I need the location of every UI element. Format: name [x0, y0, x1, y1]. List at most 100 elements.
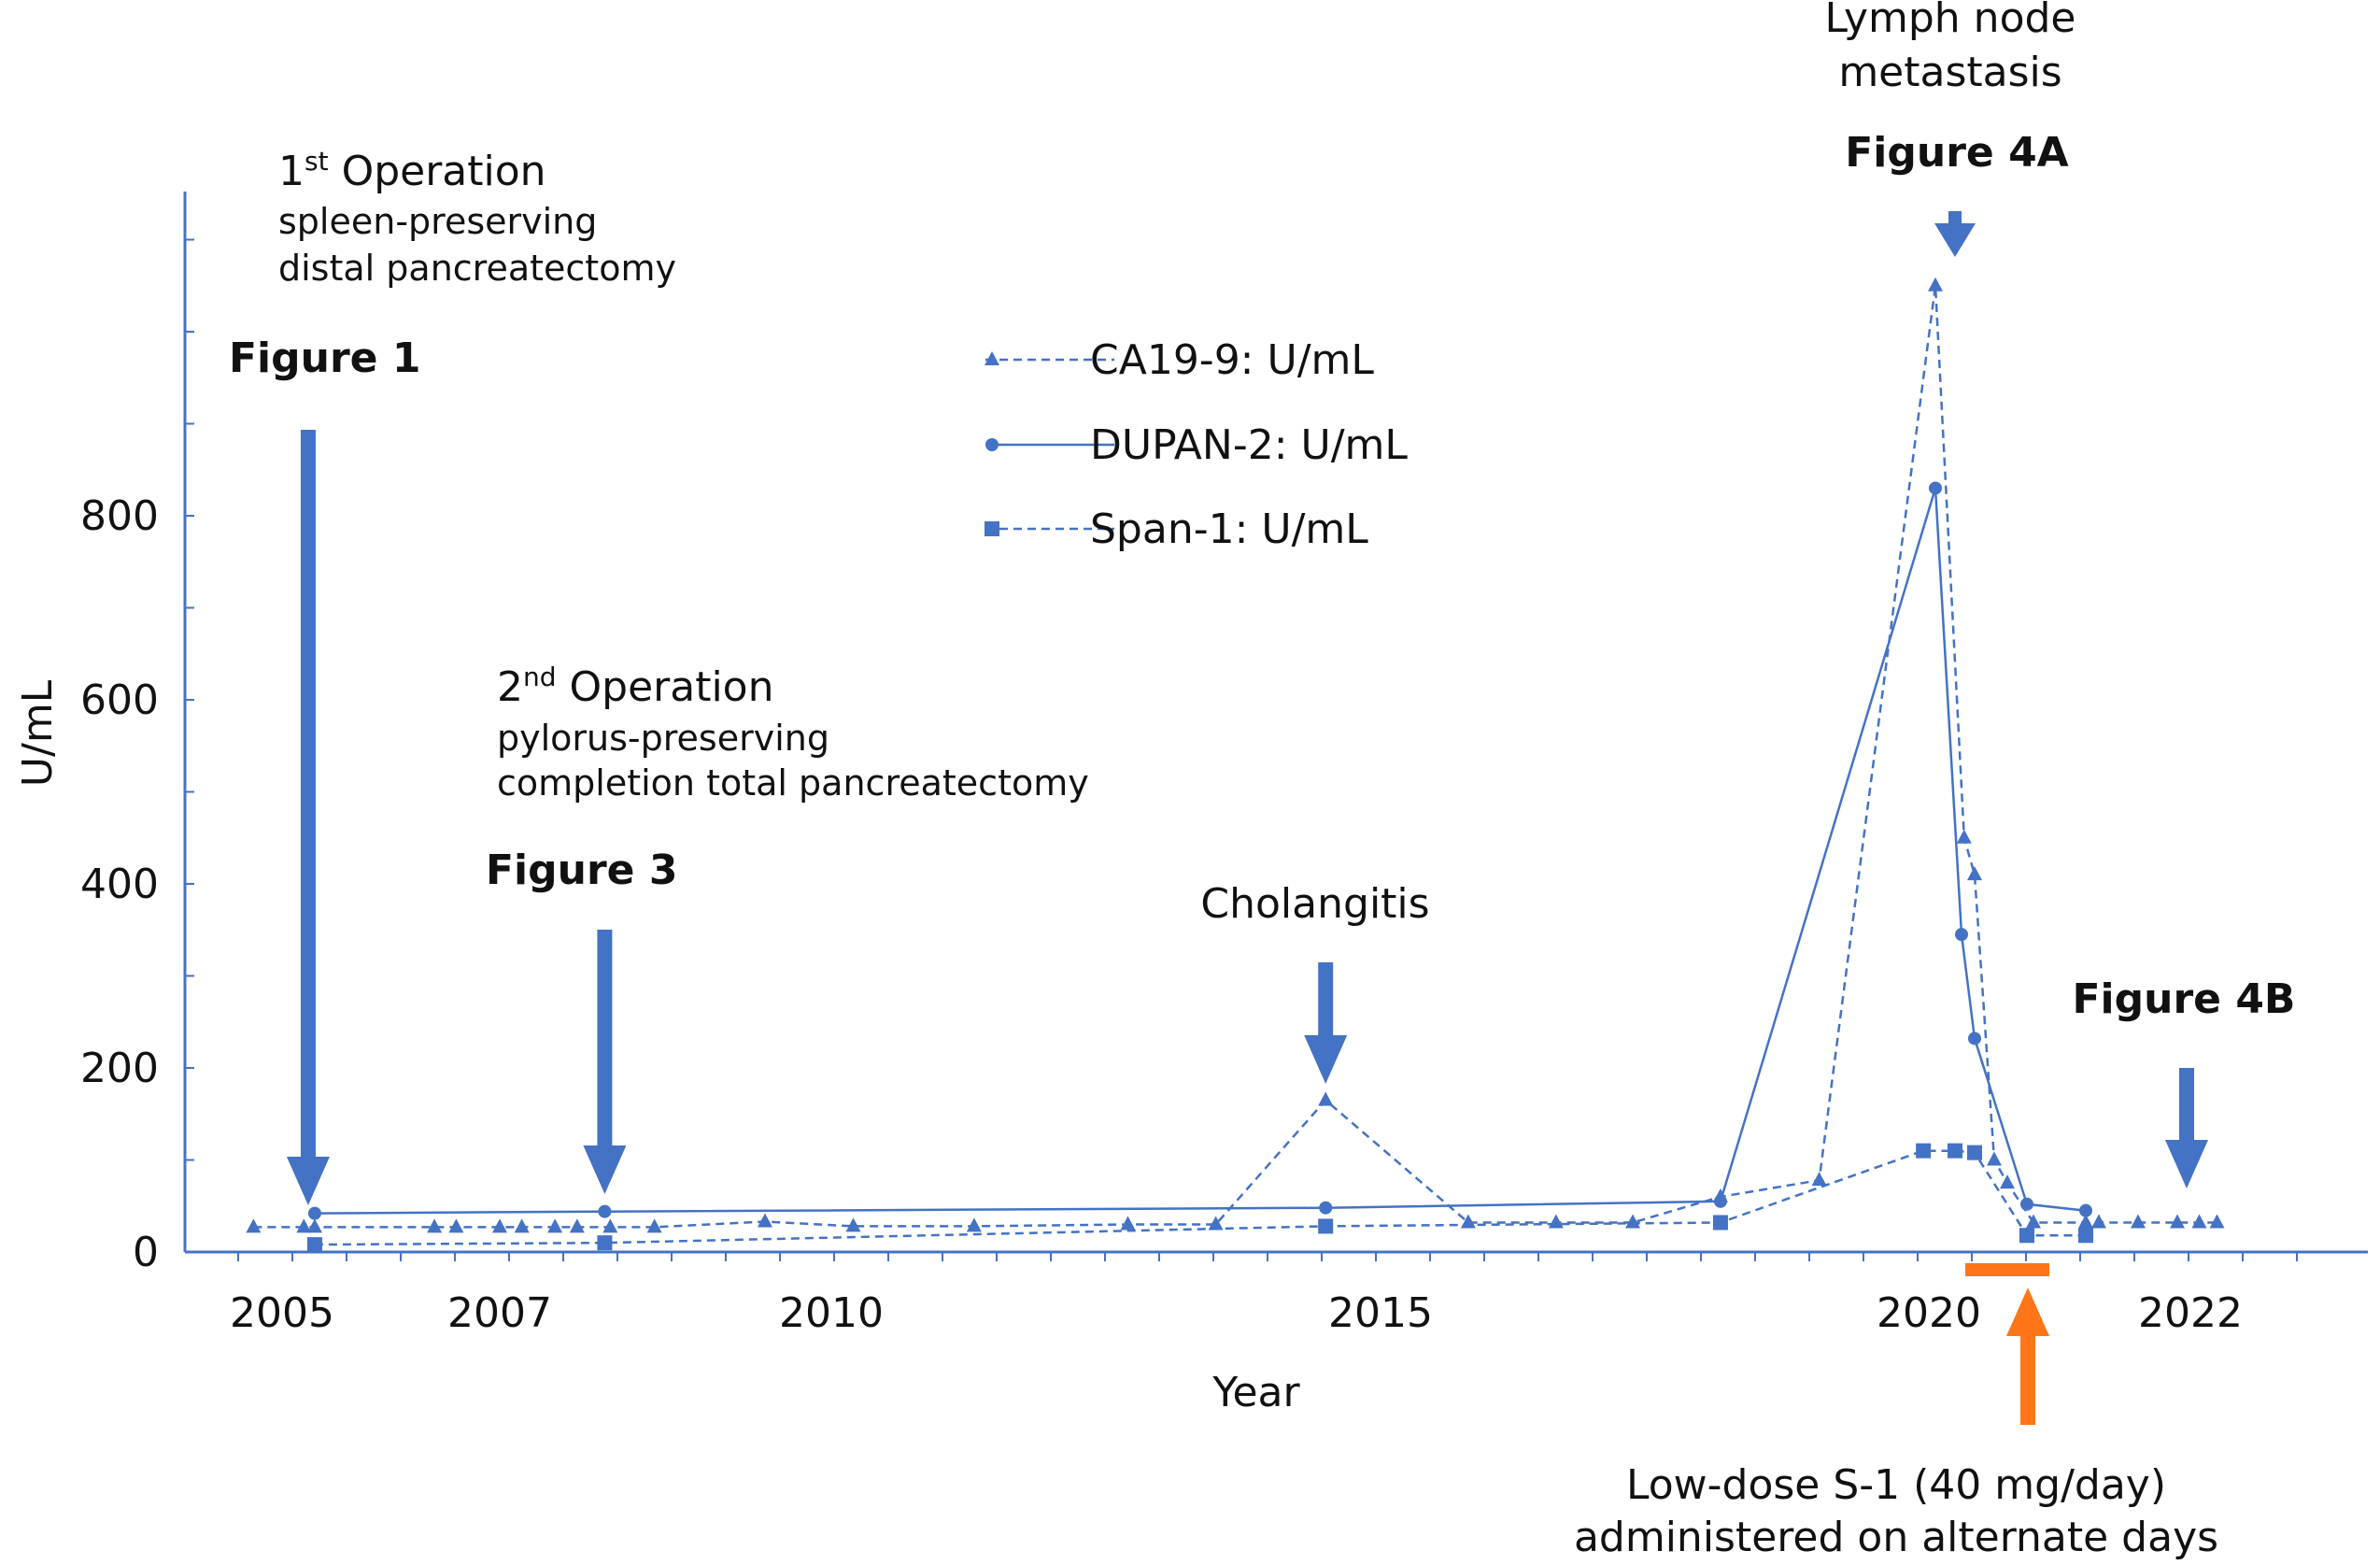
annotation-layer: 1st Operation spleen-preserving distal pan… [229, 0, 2295, 1561]
s1-label-line2: administered on alternate days [1574, 1514, 2218, 1561]
x-tick-label: 2010 [779, 1289, 884, 1337]
arrow-head [1934, 223, 1976, 257]
legend-label: Span-1: U/mL [1090, 505, 1368, 553]
series-layer [246, 277, 2225, 1253]
ca19-9-point [966, 1217, 982, 1232]
span-1-point [2078, 1228, 2093, 1244]
arrow-head [2006, 1288, 2049, 1336]
figure-4b-label: Figure 4B [2073, 975, 2296, 1023]
dupan-2-point [1955, 928, 1968, 942]
ca19-9-point [448, 1218, 464, 1233]
dupan-2-point [2020, 1197, 2033, 1211]
legend-label: DUPAN-2: U/mL [1090, 421, 1408, 469]
second-operation-line2: completion total pancreatectomy [497, 762, 1089, 804]
ca19-9-point [845, 1217, 861, 1232]
ca19-9-point [547, 1218, 563, 1233]
legend-circle-icon [985, 438, 999, 451]
dupan-2-point [307, 1206, 321, 1220]
ca19-9-point [296, 1218, 312, 1233]
dupan-2-point [1968, 1031, 1981, 1046]
arrow-head [286, 1157, 330, 1205]
ca19-9-point [758, 1213, 772, 1228]
ca19-9-point [1928, 277, 1943, 292]
lymph-node-line1: Lymph node [1825, 0, 2076, 42]
first-operation-line2: distal pancreatectomy [278, 248, 676, 289]
ca19-9-point [569, 1218, 585, 1233]
ca19-9-point [1208, 1216, 1224, 1231]
figure-4b-arrow [2165, 1068, 2208, 1188]
ca19-9-point [427, 1218, 443, 1233]
figure-3-label: Figure 3 [486, 847, 677, 894]
arrow-head [2165, 1140, 2208, 1188]
legend: CA19-9: U/mL DUPAN-2: U/mL Span-1: U/mL [985, 336, 1408, 553]
legend-label: CA19-9: U/mL [1090, 336, 1374, 384]
ca19-9-point [646, 1218, 662, 1233]
arrow-shaft [300, 430, 316, 1157]
ca19-9-point [2000, 1174, 2015, 1189]
ca19-9-point [246, 1218, 262, 1233]
arrow-shaft [1318, 962, 1334, 1035]
arrow-shaft [597, 930, 613, 1145]
span-1-point [1712, 1215, 1728, 1231]
y-tick-label: 600 [80, 676, 159, 724]
legend-item-3: Span-1: U/mL [985, 505, 1368, 553]
figure-1-arrow [286, 430, 330, 1205]
axes: 0 200 400 600 800 2005 2007 2010 2015 2020 2022 Yea… [14, 192, 2368, 1416]
y-tick-label: 800 [80, 492, 159, 540]
span-1-point [1948, 1143, 1962, 1159]
span-1-point [1967, 1145, 1982, 1160]
dupan-2-point [1929, 481, 1942, 495]
figure-1-label: Figure 1 [229, 334, 420, 382]
x-tick-label: 2015 [1328, 1289, 1433, 1337]
figure-3-arrow [583, 930, 627, 1194]
ca19-9-point [2209, 1214, 2225, 1229]
cholangitis-label: Cholangitis [1200, 880, 1429, 928]
span-1-point [1318, 1218, 1334, 1234]
x-tick-label: 2007 [447, 1289, 552, 1337]
dupan-2-point [2079, 1203, 2092, 1217]
legend-square-icon [985, 521, 999, 536]
s1-arrow [2006, 1288, 2049, 1425]
series-line [253, 285, 2217, 1229]
span-1-point [2019, 1228, 2034, 1244]
legend-item-1: CA19-9: U/mL [985, 336, 1374, 384]
s1-period-bar [1965, 1263, 2049, 1276]
ca19-9-point [306, 1218, 322, 1233]
y-tick-label: 0 [133, 1229, 159, 1276]
series-2 [307, 481, 2092, 1220]
second-operation-title: 2nd Operation [497, 662, 774, 711]
arrow-head [1304, 1035, 1348, 1084]
ca19-9-point [1987, 1151, 2002, 1166]
ca19-9-point [602, 1218, 618, 1233]
ca19-9-point [2091, 1214, 2106, 1229]
x-axis-title: Year [1211, 1369, 1300, 1416]
figure-4a-arrow [1934, 211, 1976, 257]
dupan-2-point [1713, 1194, 1727, 1208]
ca19-9-point [1120, 1216, 1136, 1231]
second-operation-line1: pylorus-preserving [497, 718, 829, 759]
ca19-9-point [1956, 829, 1972, 844]
ca19-9-point [1811, 1172, 1827, 1187]
span-1-point [597, 1235, 613, 1251]
dupan-2-point [598, 1204, 612, 1218]
legend-triangle-icon [985, 351, 999, 365]
ca19-9-point [2026, 1214, 2041, 1229]
dupan-2-point [1319, 1201, 1333, 1215]
arrow-shaft [1948, 211, 1962, 223]
ca19-9-point [492, 1218, 507, 1233]
ca19-9-point [1548, 1214, 1564, 1229]
span-1-point [306, 1237, 322, 1253]
ca19-9-point [2131, 1214, 2146, 1229]
ca19-9-point [2078, 1214, 2093, 1229]
ca19-9-point [1625, 1214, 1641, 1229]
y-tick-label: 400 [80, 861, 159, 908]
y-tick-label: 200 [80, 1045, 159, 1092]
cholangitis-arrow [1304, 962, 1348, 1084]
lymph-node-line2: metastasis [1838, 49, 2061, 96]
figure-4a-label: Figure 4A [1845, 129, 2069, 177]
x-tick-label: 2022 [2138, 1289, 2243, 1337]
legend-item-2: DUPAN-2: U/mL [985, 421, 1408, 469]
span-1-point [1916, 1143, 1932, 1159]
series-line [314, 1149, 2086, 1246]
